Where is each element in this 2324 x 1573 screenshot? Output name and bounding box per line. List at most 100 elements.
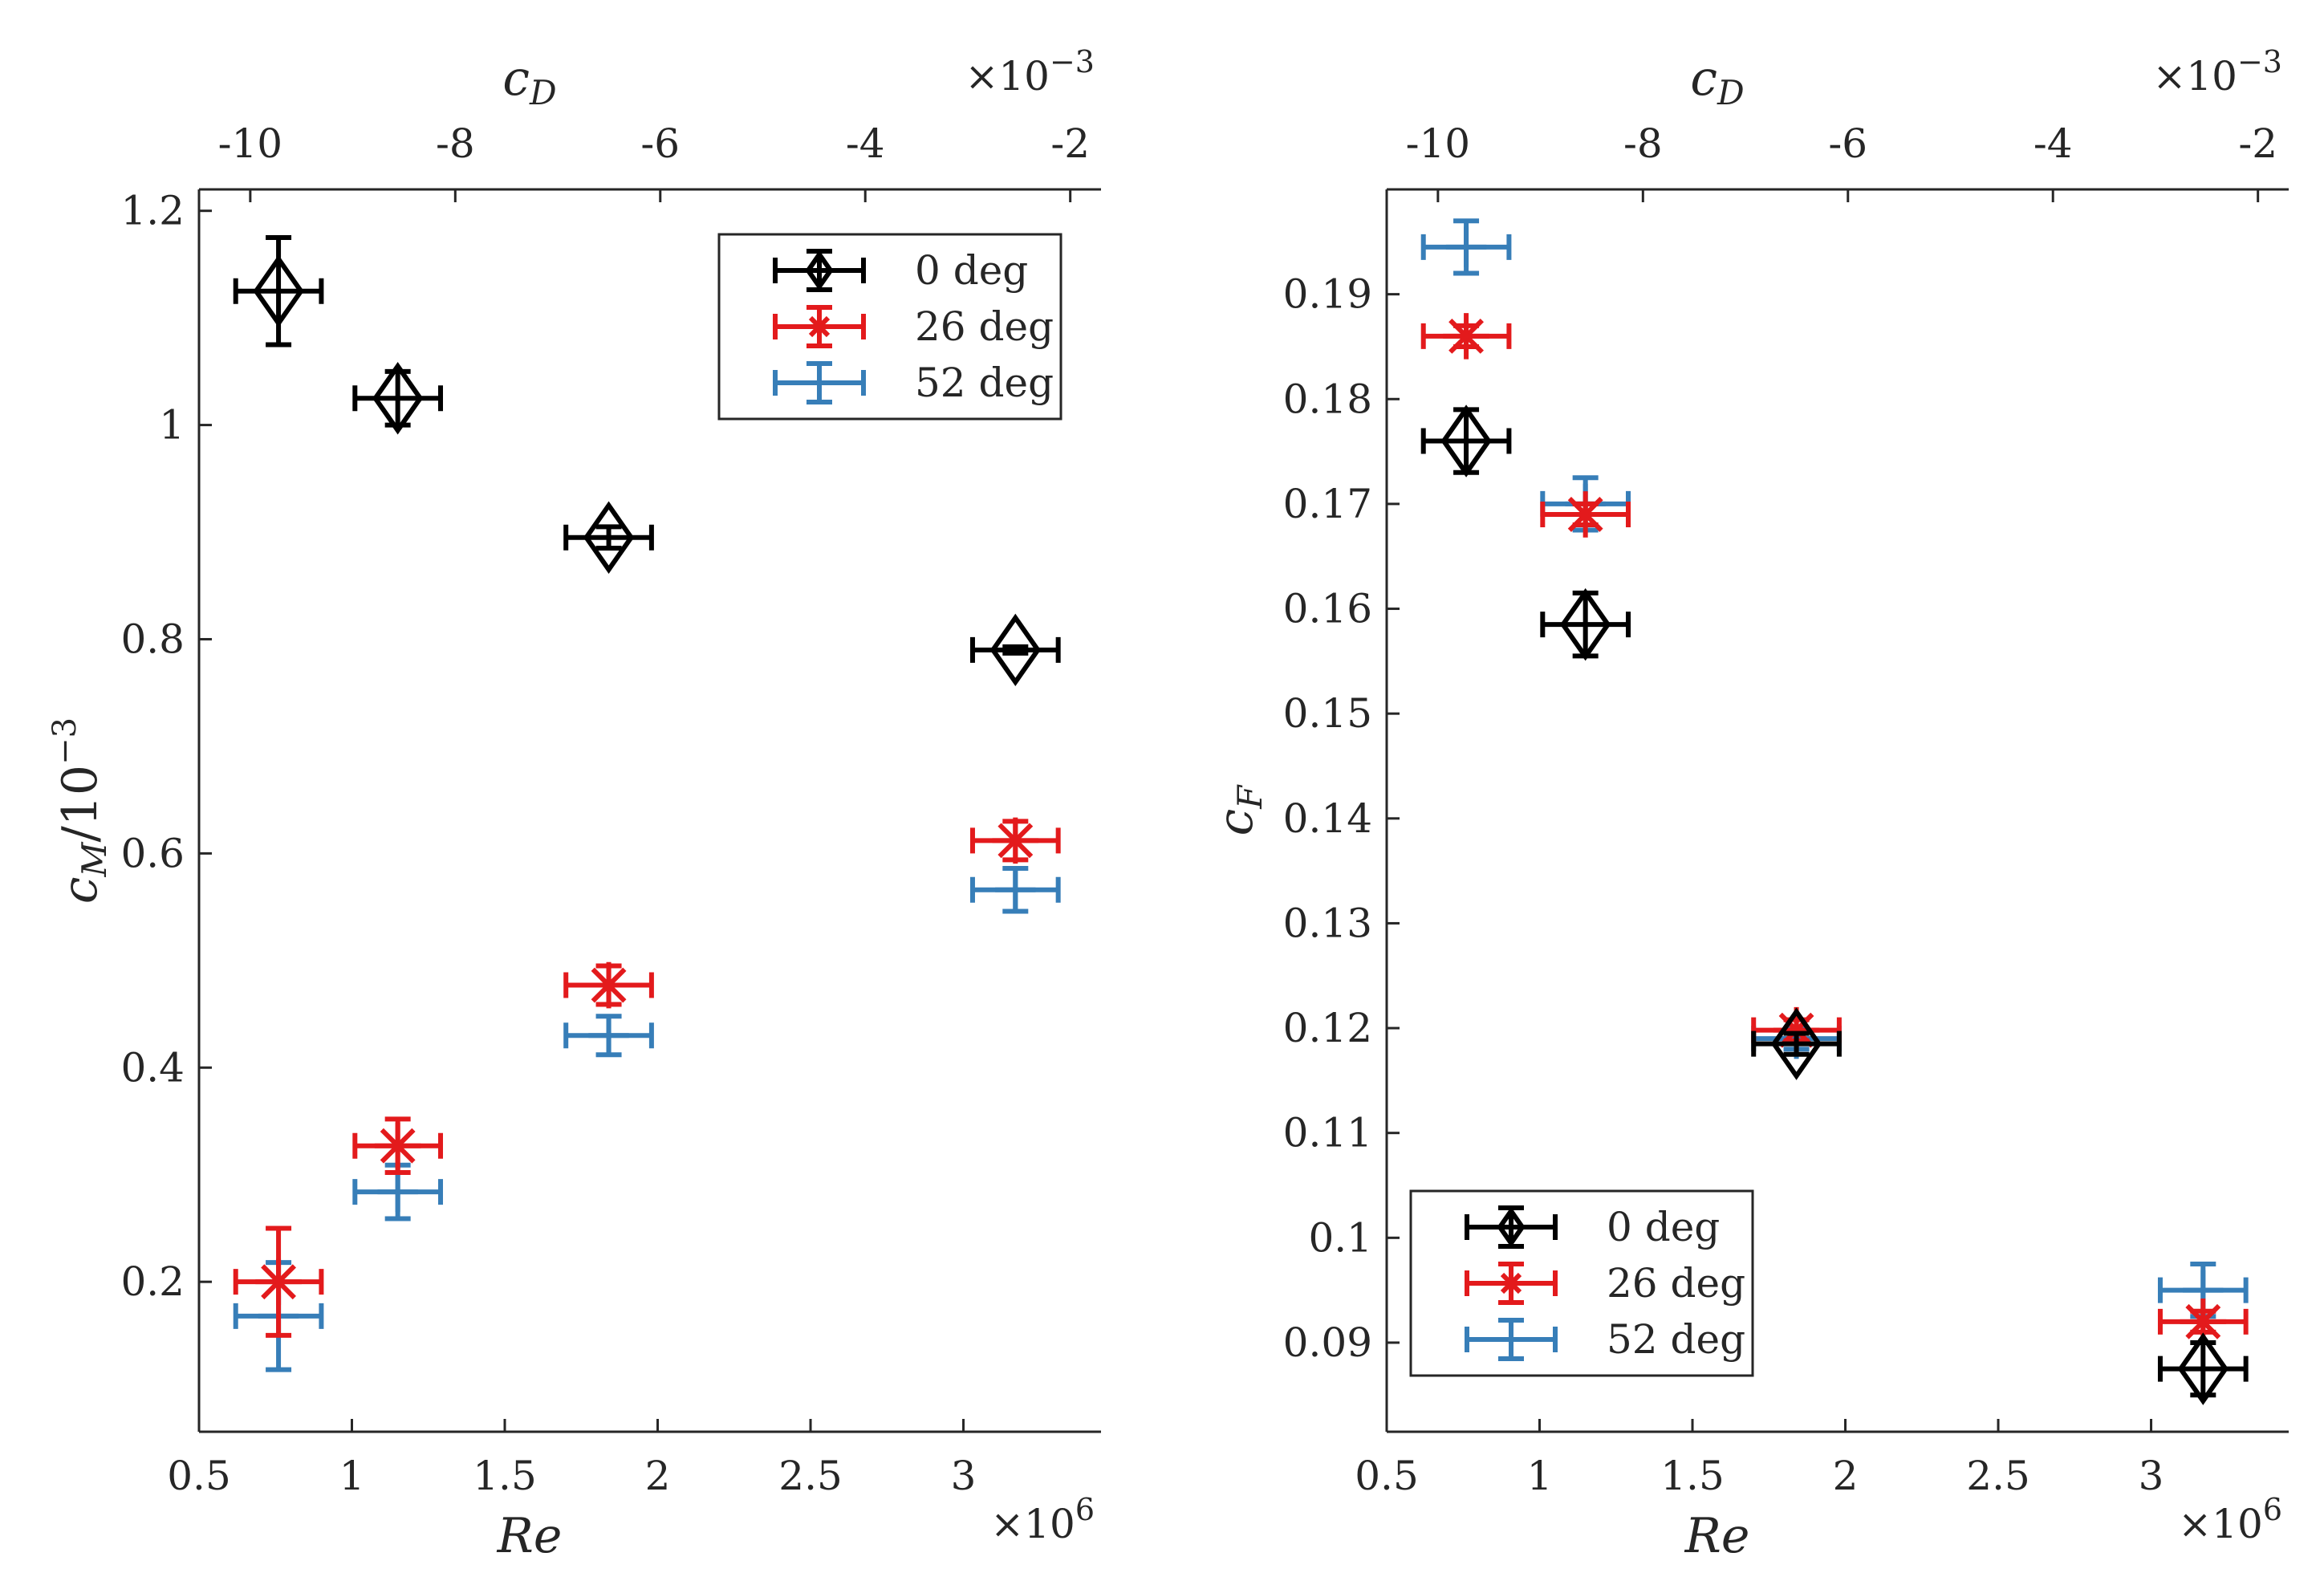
x2-axis-label: cD xyxy=(1690,51,1744,112)
diamond-marker xyxy=(1770,1007,1822,1080)
legend-label: 26 deg xyxy=(915,303,1054,350)
x2-tick-label: -4 xyxy=(2034,120,2073,167)
y-tick-label: 0.19 xyxy=(1283,271,1372,318)
data-point xyxy=(2157,1299,2249,1345)
legend-label: 26 deg xyxy=(1607,1260,1745,1307)
x-tick-label: 0.5 xyxy=(1355,1453,1419,1499)
diamond-marker xyxy=(583,501,635,574)
data-point xyxy=(563,961,654,1009)
legend-entry: 0 deg xyxy=(773,247,1028,294)
series-0-deg xyxy=(1420,404,2249,1405)
x2-tick-label: -8 xyxy=(436,120,475,167)
y-tick-label: 0.4 xyxy=(120,1044,185,1091)
legend-entry: 52 deg xyxy=(1465,1316,1745,1363)
legend-label: 52 deg xyxy=(1607,1316,1745,1363)
x-tick-label: 3 xyxy=(2139,1453,2164,1499)
legend-entry: 26 deg xyxy=(773,303,1054,350)
x-tick-label: 2 xyxy=(1833,1453,1859,1499)
data-point xyxy=(563,501,654,574)
y-tick-label: 0.13 xyxy=(1283,900,1372,946)
data-point xyxy=(563,1014,654,1058)
legend-label: 0 deg xyxy=(1607,1204,1720,1250)
data-point xyxy=(1540,587,1631,661)
diamond-marker xyxy=(2177,1332,2229,1405)
y-tick-label: 0.14 xyxy=(1283,795,1372,842)
data-point xyxy=(352,1116,444,1176)
legend-entry: 26 deg xyxy=(1465,1260,1745,1307)
x-tick-label: 1 xyxy=(1527,1453,1553,1499)
data-point xyxy=(969,613,1061,687)
legend: 0 deg 26 deg 52 deg xyxy=(717,233,1062,421)
diamond-marker xyxy=(1440,404,1492,478)
series-26-deg xyxy=(1420,313,2249,1345)
series-0-deg xyxy=(233,235,1061,687)
data-point xyxy=(233,235,324,348)
legend: 0 deg 26 deg 52 deg xyxy=(1409,1189,1754,1377)
y-tick-label: 0.6 xyxy=(120,830,185,876)
data-point xyxy=(969,866,1061,914)
diamond-marker xyxy=(1497,1206,1526,1248)
data-point xyxy=(1420,404,1512,478)
x2-tick-label: -2 xyxy=(1050,120,1090,167)
legend-entry: 0 deg xyxy=(1465,1204,1720,1250)
x-tick-label: 3 xyxy=(951,1453,977,1499)
x-axis-label: Re xyxy=(497,1508,563,1564)
y-tick-label: 0.15 xyxy=(1283,690,1372,737)
y-tick-label: 0.09 xyxy=(1283,1319,1372,1366)
y-tick-label: 0.1 xyxy=(1308,1214,1372,1261)
x2-axis-label: cD xyxy=(502,51,556,112)
data-point xyxy=(1420,313,1512,360)
x2-tick-label: -6 xyxy=(640,120,680,167)
y-tick-label: 0.8 xyxy=(120,616,185,662)
x-tick-label: 0.5 xyxy=(167,1453,231,1499)
legend-entry: 52 deg xyxy=(773,360,1054,406)
chart-panel-2: 0.5 1 1.5 2 2.5 3 -10 -8 -6 -4 -2 0.09 0.1 0.11 0.12 0.… xyxy=(1208,44,2289,1564)
x2-tick-label: -2 xyxy=(2238,120,2277,167)
legend-label: 52 deg xyxy=(915,360,1054,406)
x2-tick-label: -8 xyxy=(1623,120,1663,167)
series-52-deg xyxy=(233,866,1061,1372)
x-tick-label: 2 xyxy=(645,1453,671,1499)
y-tick-label: 0.16 xyxy=(1283,586,1372,632)
x2-multiplier: ×10−3 xyxy=(965,44,1095,100)
legend-label: 0 deg xyxy=(915,247,1028,294)
data-point xyxy=(352,361,444,435)
data-point xyxy=(1420,218,1512,276)
diamond-marker xyxy=(253,254,304,328)
x-axis-label: Re xyxy=(1684,1508,1750,1564)
x-multiplier: ×106 xyxy=(2178,1492,2282,1547)
x2-tick-label: -6 xyxy=(1828,120,1867,167)
y-tick-label: 0.12 xyxy=(1283,1005,1372,1051)
data-point xyxy=(969,817,1061,864)
x2-tick-label: -10 xyxy=(1406,120,1471,167)
data-point xyxy=(1540,491,1631,538)
diamond-marker xyxy=(805,250,834,291)
x-tick-label: 1 xyxy=(339,1453,365,1499)
x-tick-label: 1.5 xyxy=(1660,1453,1725,1499)
series-52-deg xyxy=(1420,218,2249,1319)
y-axis-label: cM/10−3 xyxy=(47,717,114,904)
diamond-marker xyxy=(372,361,424,435)
diamond-marker xyxy=(1559,587,1611,661)
x-tick-label: 2.5 xyxy=(1966,1453,2030,1499)
series-26-deg xyxy=(233,817,1061,1338)
y-axis-label: cF xyxy=(1208,784,1270,836)
chart-panel-1: 0.5 1 1.5 2 2.5 3 -10 -8 -6 -4 -2 0.2 0.4 0.6 0.8 1 1.2 R… xyxy=(47,44,1101,1564)
y-tick-label: 0.17 xyxy=(1283,481,1372,527)
data-point xyxy=(233,1225,324,1338)
x2-tick-label: -10 xyxy=(218,120,283,167)
x2-multiplier: ×10−3 xyxy=(2152,44,2282,100)
data-point xyxy=(1751,1007,1842,1080)
y-tick-label: 0.11 xyxy=(1283,1110,1372,1156)
x-tick-label: 1.5 xyxy=(473,1453,537,1499)
x2-tick-label: -4 xyxy=(846,120,885,167)
y-tick-label: 1.2 xyxy=(120,188,185,234)
y-tick-label: 0.2 xyxy=(120,1258,185,1305)
data-point xyxy=(2157,1332,2249,1405)
diamond-marker xyxy=(989,613,1041,687)
x-multiplier: ×106 xyxy=(990,1492,1095,1547)
y-tick-label: 0.18 xyxy=(1283,376,1372,422)
y-tick-label: 1 xyxy=(159,402,185,449)
x-tick-label: 2.5 xyxy=(778,1453,843,1499)
